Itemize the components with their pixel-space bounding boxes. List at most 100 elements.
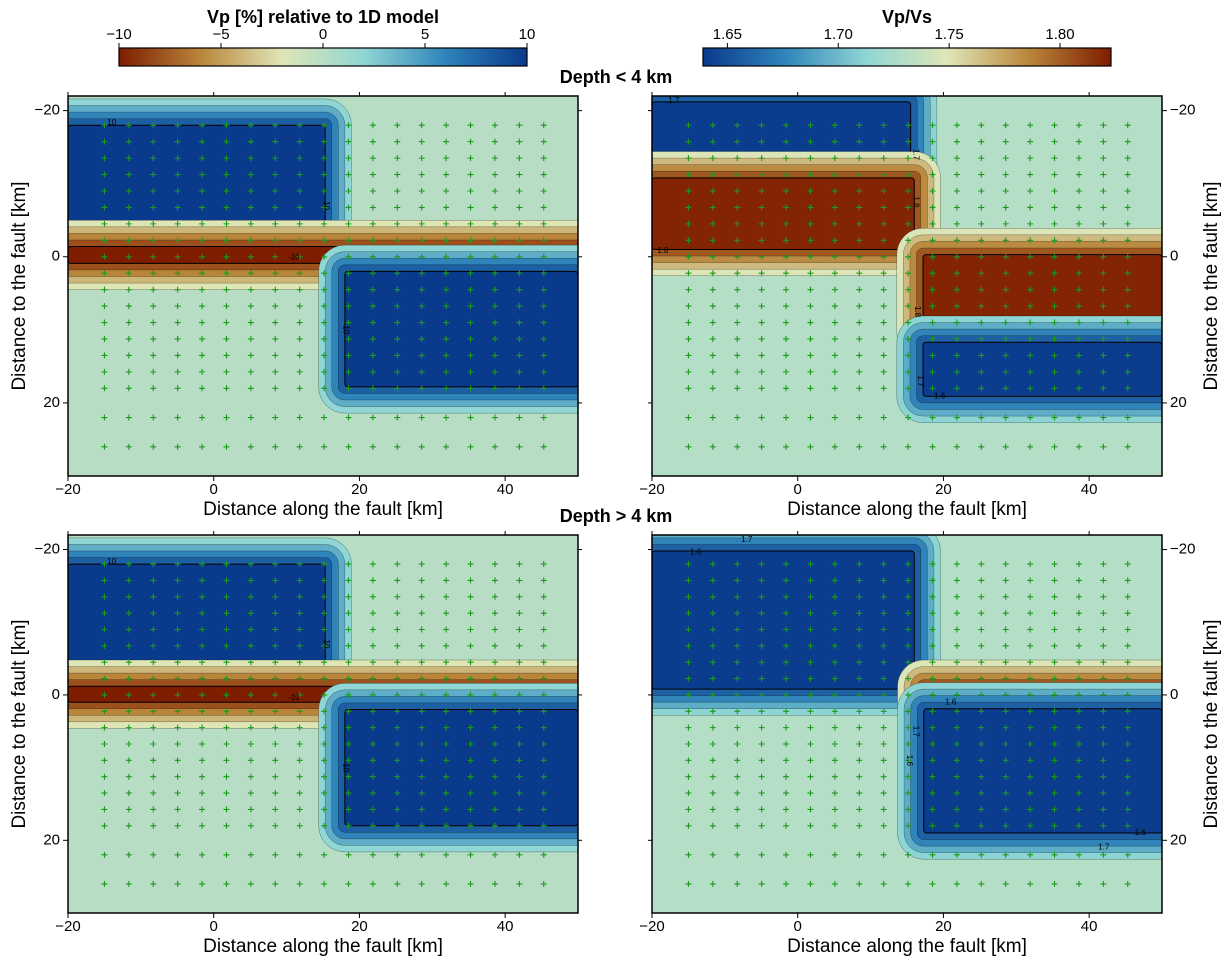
station xyxy=(1100,303,1107,310)
station xyxy=(1027,593,1034,600)
station xyxy=(1051,122,1058,129)
station xyxy=(709,335,716,342)
station xyxy=(321,740,328,747)
station xyxy=(758,691,765,698)
station xyxy=(807,414,814,421)
station xyxy=(905,675,912,682)
station xyxy=(345,204,352,211)
station xyxy=(783,220,790,227)
station xyxy=(272,659,279,666)
station xyxy=(1124,352,1131,359)
station xyxy=(1002,675,1009,682)
station xyxy=(345,740,352,747)
station xyxy=(223,253,230,260)
station xyxy=(1027,138,1034,145)
station xyxy=(516,368,523,375)
station xyxy=(516,352,523,359)
station xyxy=(953,352,960,359)
y-tick-label: 0 xyxy=(1170,248,1178,265)
station xyxy=(540,806,547,813)
station xyxy=(856,806,863,813)
station xyxy=(150,414,157,421)
station xyxy=(101,286,108,293)
station xyxy=(1051,757,1058,764)
station xyxy=(978,880,985,887)
station xyxy=(491,270,498,277)
station xyxy=(709,773,716,780)
station xyxy=(978,204,985,211)
station xyxy=(272,220,279,227)
station xyxy=(125,822,132,829)
station xyxy=(953,138,960,145)
station xyxy=(223,237,230,244)
station xyxy=(1051,286,1058,293)
station xyxy=(1100,790,1107,797)
station xyxy=(369,352,376,359)
station xyxy=(150,880,157,887)
station xyxy=(369,675,376,682)
station xyxy=(1124,642,1131,649)
station xyxy=(223,593,230,600)
station xyxy=(1124,237,1131,244)
station xyxy=(321,171,328,178)
region xyxy=(652,550,915,690)
station xyxy=(394,188,401,194)
station xyxy=(1075,204,1082,211)
station xyxy=(758,593,765,600)
station xyxy=(905,740,912,747)
station xyxy=(1075,773,1082,780)
station xyxy=(1124,138,1131,145)
station xyxy=(101,171,108,178)
station xyxy=(272,790,279,797)
station xyxy=(101,122,108,129)
station xyxy=(491,204,498,211)
station xyxy=(905,171,912,178)
station xyxy=(296,790,303,797)
station xyxy=(296,155,303,162)
station xyxy=(978,319,985,326)
station xyxy=(516,724,523,731)
station xyxy=(150,385,157,392)
station xyxy=(321,220,328,227)
station xyxy=(296,642,303,649)
station xyxy=(345,806,352,813)
station xyxy=(345,626,352,633)
station xyxy=(1002,188,1009,194)
station xyxy=(516,740,523,747)
station xyxy=(1075,138,1082,145)
station xyxy=(880,561,887,568)
station xyxy=(394,335,401,342)
station xyxy=(1027,237,1034,244)
station xyxy=(491,659,498,666)
station xyxy=(953,708,960,715)
station xyxy=(199,138,206,145)
station xyxy=(709,155,716,162)
station xyxy=(540,443,547,450)
station xyxy=(1075,822,1082,829)
station xyxy=(1027,626,1034,633)
station xyxy=(783,171,790,178)
station xyxy=(734,335,741,342)
station xyxy=(1100,155,1107,162)
station xyxy=(125,708,132,715)
station xyxy=(223,642,230,649)
y-axis-label: Distance to the fault [km] xyxy=(9,181,30,390)
station xyxy=(807,220,814,227)
station xyxy=(1124,593,1131,600)
station xyxy=(734,773,741,780)
station xyxy=(1124,253,1131,260)
station xyxy=(491,385,498,392)
station xyxy=(905,851,912,858)
station xyxy=(296,138,303,145)
station xyxy=(905,610,912,617)
station xyxy=(223,155,230,162)
station xyxy=(880,171,887,178)
station xyxy=(1100,352,1107,359)
station xyxy=(101,253,108,260)
station xyxy=(807,757,814,764)
station xyxy=(150,352,157,359)
station xyxy=(516,319,523,326)
station xyxy=(783,270,790,277)
station xyxy=(1027,851,1034,858)
station xyxy=(831,335,838,342)
